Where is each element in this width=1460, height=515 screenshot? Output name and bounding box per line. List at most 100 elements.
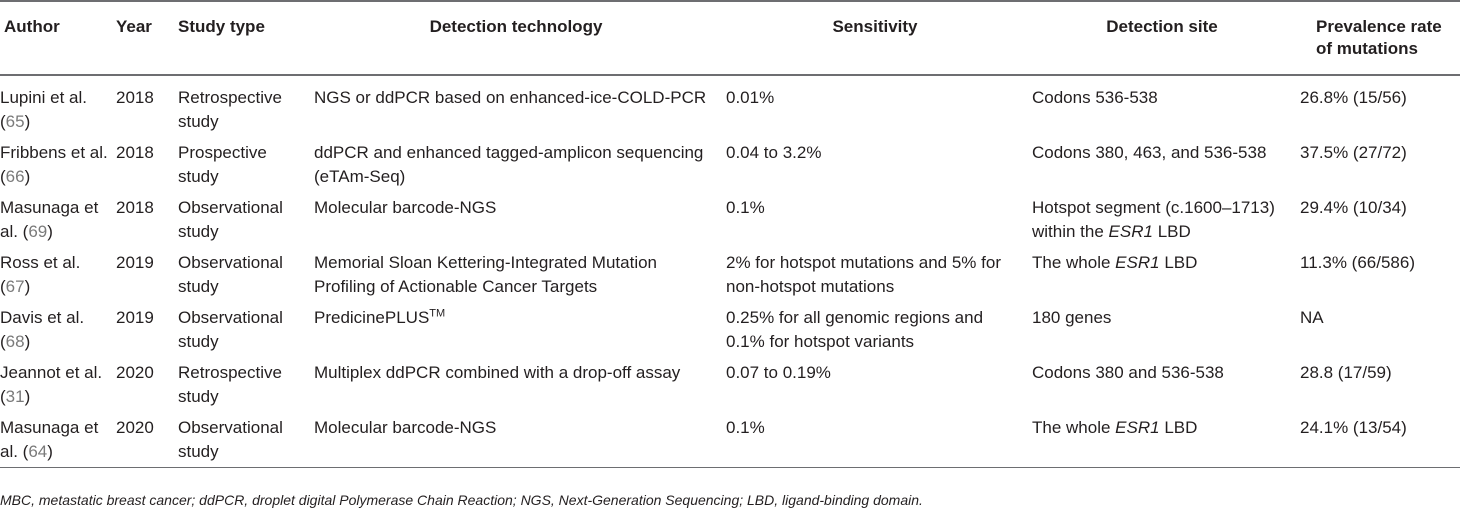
cell-year: 2019: [116, 253, 154, 272]
author-close: ): [24, 332, 31, 351]
cell-detection-site: 180 genes: [1028, 302, 1296, 357]
header-study-type: Study type: [174, 0, 310, 75]
author-etal: (: [0, 332, 6, 351]
reference-link[interactable]: 65: [5, 112, 25, 131]
reference-link[interactable]: 64: [28, 442, 48, 461]
cell-prevalence: 26.8% (15/56): [1300, 88, 1407, 107]
cell-author: Masunaga et al. (64): [0, 412, 112, 468]
site-gene: ESR1: [1115, 253, 1160, 272]
reference-link[interactable]: 31: [5, 387, 25, 406]
technology-text: NGS or ddPCR based on enhanced-ice-COLD-…: [314, 88, 707, 107]
cell-detection-site: Codons 380 and 536-538: [1028, 357, 1296, 412]
cell-prevalence: 11.3% (66/586): [1300, 253, 1415, 272]
header-detection-technology: Detection technology: [310, 0, 722, 75]
author-name: Masunaga: [0, 198, 80, 217]
cell-prevalence: 28.8 (17/59): [1300, 363, 1392, 382]
cell-author: Jeannot et al. (31): [0, 357, 112, 412]
site-gene: ESR1: [1115, 418, 1160, 437]
author-etal: et al. (: [0, 198, 99, 241]
site-text: Hotspot segment (c.1600–1713) within the: [1032, 198, 1275, 241]
author-name: Jeannot: [0, 363, 61, 382]
site-text: 180 genes: [1032, 308, 1112, 327]
cell-year: 2020: [116, 363, 154, 382]
table-body: Lupini et al. (65) 2018 Retrospective stud…: [0, 75, 1460, 468]
cell-study-type: Observational study: [178, 308, 283, 351]
site-suffix: LBD: [1159, 418, 1198, 437]
author-name: Fribbens: [0, 143, 67, 162]
cell-technology: Molecular barcode-NGS: [310, 412, 722, 468]
table-row: Ross et al. (67) 2019 Observational study M…: [0, 247, 1460, 302]
cell-author: Fribbens et al. (66): [0, 137, 112, 192]
header-year: Year: [112, 0, 174, 75]
technology-text: PredicinePLUS: [314, 308, 430, 327]
cell-study-type: Retrospective study: [178, 363, 282, 406]
cell-study-type: Observational study: [178, 418, 283, 461]
cell-year: 2020: [116, 418, 154, 437]
cell-sensitivity: 2% for hotspot mutations and 5% for non-…: [726, 253, 1001, 296]
reference-link[interactable]: 66: [5, 167, 25, 186]
header-prevalence: Prevalence rate of mutations: [1296, 0, 1460, 75]
author-etal: et al. (: [0, 88, 87, 131]
cell-author: Davis et al. (68): [0, 302, 112, 357]
cell-sensitivity: 0.04 to 3.2%: [726, 143, 822, 162]
header-detection-site: Detection site: [1028, 0, 1296, 75]
header-prevalence-line2: of mutations: [1316, 39, 1418, 58]
site-text: Codons 380 and 536-538: [1032, 363, 1224, 382]
cell-sensitivity: 0.07 to 0.19%: [726, 363, 831, 382]
site-text: Codons 380, 463, and 536-538: [1032, 143, 1267, 162]
table-row: Fribbens et al. (66) 2018 Prospective stud…: [0, 137, 1460, 192]
cell-technology: Molecular barcode-NGS: [310, 192, 722, 247]
cell-author: Masunaga et al. (69): [0, 192, 112, 247]
header-row: Author Year Study type Detection technol…: [0, 0, 1460, 75]
technology-text: Molecular barcode-NGS: [314, 418, 497, 437]
cell-prevalence: 24.1% (13/54): [1300, 418, 1407, 437]
cell-technology: Multiplex ddPCR combined with a drop-off…: [310, 357, 722, 412]
author-name: Ross et al.: [0, 253, 81, 272]
author-etal: et al. (: [0, 418, 99, 461]
cell-author: Ross et al. (67): [0, 247, 112, 302]
cell-technology: NGS or ddPCR based on enhanced-ice-COLD-…: [310, 75, 722, 137]
cell-prevalence: 29.4% (10/34): [1300, 198, 1407, 217]
cell-sensitivity: 0.1%: [726, 418, 765, 437]
author-name: Masunaga: [0, 418, 80, 437]
cell-year: 2018: [116, 88, 154, 107]
author-close: ): [24, 167, 31, 186]
site-text: The whole: [1032, 253, 1116, 272]
table-row: Lupini et al. (65) 2018 Retrospective stud…: [0, 75, 1460, 137]
author-close: ): [47, 442, 53, 461]
header-author: Author: [0, 0, 112, 75]
cell-year: 2019: [116, 308, 154, 327]
technology-text: Multiplex ddPCR combined with a drop-off…: [314, 363, 681, 382]
site-text: The whole: [1032, 418, 1116, 437]
cell-study-type: Prospective study: [178, 143, 267, 186]
cell-technology: PredicinePLUSTM: [310, 302, 722, 357]
cell-detection-site: Hotspot segment (c.1600–1713) within the…: [1028, 192, 1296, 247]
cell-sensitivity: 0.01%: [726, 88, 775, 107]
reference-link[interactable]: 67: [5, 277, 25, 296]
cell-detection-site: Codons 380, 463, and 536-538: [1028, 137, 1296, 192]
author-close: ): [24, 277, 31, 296]
author-etal: (: [0, 277, 6, 296]
reference-link[interactable]: 69: [28, 222, 48, 241]
author-close: ): [24, 112, 31, 131]
cell-technology: Memorial Sloan Kettering-Integrated Muta…: [310, 247, 722, 302]
cell-study-type: Retrospective study: [178, 88, 282, 131]
technology-text: Memorial Sloan Kettering-Integrated Muta…: [314, 253, 658, 296]
header-prevalence-line1: Prevalence rate: [1316, 17, 1442, 36]
author-name: Davis et al.: [0, 308, 85, 327]
technology-superscript: TM: [429, 307, 446, 320]
site-text: Codons 536-538: [1032, 88, 1158, 107]
header-sensitivity: Sensitivity: [722, 0, 1028, 75]
cell-author: Lupini et al. (65): [0, 75, 112, 137]
site-gene: ESR1: [1108, 222, 1153, 241]
cell-detection-site: The whole ESR1 LBD: [1028, 247, 1296, 302]
author-etal: et al. (: [0, 143, 108, 186]
cell-sensitivity: 0.25% for all genomic regions and 0.1% f…: [726, 308, 984, 351]
table-footnote: MBC, metastatic breast cancer; ddPCR, dr…: [0, 492, 923, 508]
cell-year: 2018: [116, 198, 154, 217]
technology-text: Molecular barcode-NGS: [314, 198, 497, 217]
reference-link[interactable]: 68: [5, 332, 25, 351]
cell-year: 2018: [116, 143, 154, 162]
cell-detection-site: Codons 536-538: [1028, 75, 1296, 137]
